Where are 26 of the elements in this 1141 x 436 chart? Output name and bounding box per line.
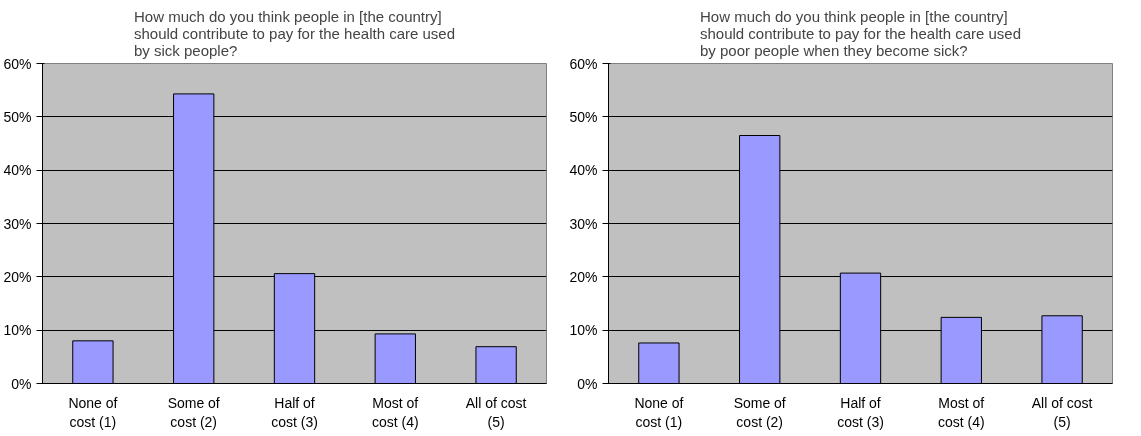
chart-title: How much do you think people in [the country] should contribute to pay for the health care used by sick people? bbox=[133, 7, 456, 59]
y-tick-label: 60% bbox=[3, 55, 32, 72]
y-tick-label: 40% bbox=[3, 162, 32, 179]
x-tick-label: None of cost (1) bbox=[634, 394, 684, 430]
x-tick-label: Some of cost (2) bbox=[733, 394, 786, 430]
y-tick-label: 50% bbox=[569, 108, 598, 125]
x-tick-label: Most of cost (4) bbox=[937, 394, 985, 430]
y-tick-label: 20% bbox=[3, 268, 32, 285]
y-tick-label: 20% bbox=[569, 268, 598, 285]
y-tick-label: 30% bbox=[569, 215, 598, 232]
x-tick-label: Some of cost (2) bbox=[167, 394, 220, 430]
y-tick-label: 10% bbox=[569, 322, 598, 339]
y-tick-label: 60% bbox=[569, 55, 598, 72]
y-tick-label: 40% bbox=[569, 162, 598, 179]
x-tick-label: All of cost (5) bbox=[1031, 394, 1093, 430]
y-tick-label: 0% bbox=[11, 375, 32, 392]
x-tick-label: All of cost (5) bbox=[465, 394, 527, 430]
chart-title: How much do you think people in [the country] should contribute to pay for the health care used by poor people when they become sick? bbox=[699, 7, 1022, 59]
x-tick-label: Most of cost (4) bbox=[371, 394, 419, 430]
y-tick-label: 30% bbox=[3, 215, 32, 232]
x-tick-label: Half of cost (3) bbox=[271, 394, 318, 430]
y-tick-label: 50% bbox=[3, 108, 32, 125]
y-tick-label: 0% bbox=[577, 375, 598, 392]
y-tick-label: 10% bbox=[3, 322, 32, 339]
x-tick-label: Half of cost (3) bbox=[837, 394, 884, 430]
x-tick-label: None of cost (1) bbox=[68, 394, 118, 430]
